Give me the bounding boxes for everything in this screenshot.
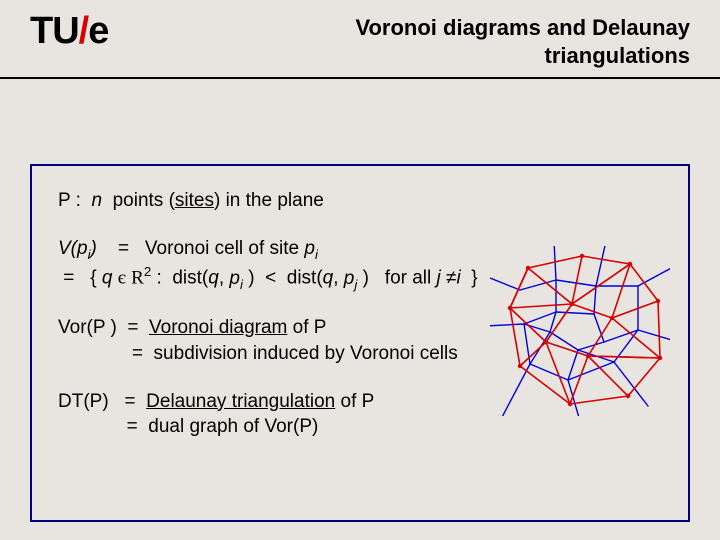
logo: TU/e: [30, 10, 108, 53]
def-p: P : n points (sites) in the plane: [58, 188, 662, 214]
logo-slash: /: [79, 10, 89, 52]
logo-e: e: [88, 10, 108, 52]
page-title: Voronoi diagrams and Delaunay triangulat…: [108, 10, 690, 69]
header: TU/e Voronoi diagrams and Delaunay trian…: [0, 0, 720, 79]
content-box: P : n points (sites) in the plane V(pi) …: [30, 164, 690, 522]
logo-tu: TU: [30, 10, 79, 52]
voronoi-delaunay-diagram: [490, 246, 670, 416]
